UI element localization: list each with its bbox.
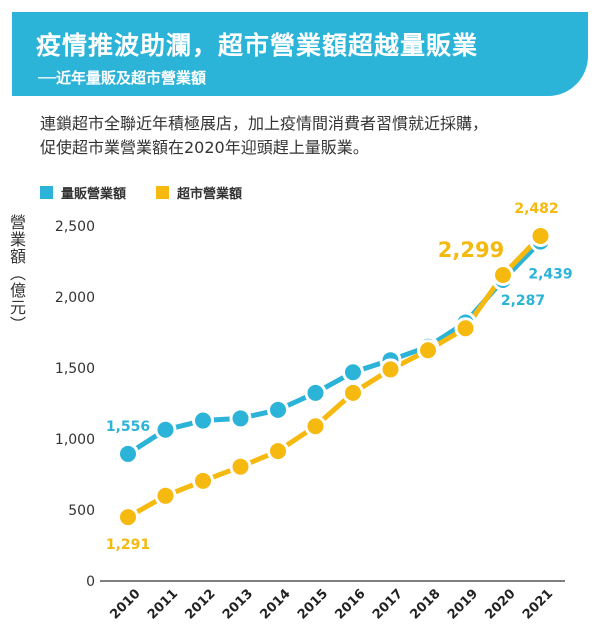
y-axis-label: 營業額（億元）: [7, 214, 26, 333]
data-label: 2,299: [438, 238, 504, 262]
data-label: 2,439: [528, 267, 572, 283]
data-point-series-1: [492, 263, 514, 286]
data-label: 2,482: [514, 201, 558, 217]
data-point-series-1: [342, 381, 364, 404]
chart-legend: 量販營業額 超市營業額: [40, 182, 272, 202]
page-subtitle: ──近年量販及超市營業額: [38, 69, 207, 87]
data-label: 1,291: [106, 537, 150, 553]
page-title: 疫情推波助瀾，超市營業額超越量販業: [36, 31, 479, 60]
description: 連鎖超市全聯近年積極展店，加上疫情間消費者習慣就近採購， 促使超市業營業額在20…: [40, 112, 580, 160]
data-point-series-1: [267, 440, 289, 463]
data-point-series-1: [304, 415, 327, 438]
data-label: 2,287: [501, 293, 545, 309]
header-banner: 疫情推波助瀾，超市營業額超越量販業 ──近年量販及超市營業額: [12, 12, 588, 96]
x-tick-label: 2017: [370, 586, 406, 622]
y-tick-label: 1,500: [55, 361, 95, 377]
x-tick-label: 2020: [482, 586, 518, 622]
description-line-1: 連鎖超市全聯近年積極展店，加上疫情間消費者習慣就近採購，: [40, 114, 489, 133]
data-point-series-0: [342, 361, 364, 384]
data-point-series-0: [304, 381, 327, 404]
legend-swatch-supermarket: [156, 185, 170, 199]
x-tick-label: 2015: [295, 586, 331, 622]
y-tick-label: 1,000: [55, 432, 95, 448]
data-point-series-1: [417, 339, 439, 362]
x-tick-label: 2016: [332, 586, 368, 622]
legend-swatch-hypermarket: [40, 185, 53, 199]
legend-item-hypermarket: 量販營業額: [40, 183, 126, 202]
x-tick-label: 2019: [445, 586, 481, 622]
y-tick-label: 2,500: [55, 219, 95, 235]
data-point-series-0: [117, 442, 139, 465]
x-tick-label: 2014: [257, 586, 293, 622]
series-line-1: [125, 233, 543, 520]
x-tick-label: 2013: [220, 586, 256, 622]
x-tick-label: 2021: [520, 586, 556, 622]
y-tick-label: 0: [86, 574, 95, 590]
data-point-series-1: [529, 224, 552, 247]
y-tick-label: 500: [68, 503, 95, 519]
series-line-0: [125, 239, 543, 457]
x-tick-label: 2011: [145, 586, 181, 622]
x-tick-label: 2012: [182, 586, 218, 622]
data-label: 1,556: [106, 419, 150, 435]
header-banner-background: [12, 12, 588, 96]
data-point-series-0: [192, 409, 214, 432]
legend-item-supermarket: 超市營業額: [156, 183, 242, 202]
x-tick-label: 2010: [107, 586, 143, 622]
data-point-series-0: [229, 407, 252, 430]
x-tick-label: 2018: [407, 586, 443, 622]
data-point-series-1: [192, 469, 214, 492]
data-point-series-1: [229, 455, 252, 478]
legend-label-supermarket: 超市營業額: [177, 186, 243, 202]
data-point-series-1: [454, 317, 477, 340]
data-point-series-1: [154, 484, 177, 507]
description-line-2: 促使超市業營業額在2020年迎頭趕上量販業。: [40, 138, 369, 157]
legend-label-hypermarket: 量販營業額: [61, 186, 127, 202]
data-point-series-0: [154, 418, 177, 441]
data-point-series-0: [267, 398, 289, 421]
data-point-series-1: [117, 506, 139, 529]
data-point-series-1: [379, 358, 402, 381]
y-tick-label: 2,000: [55, 290, 95, 306]
